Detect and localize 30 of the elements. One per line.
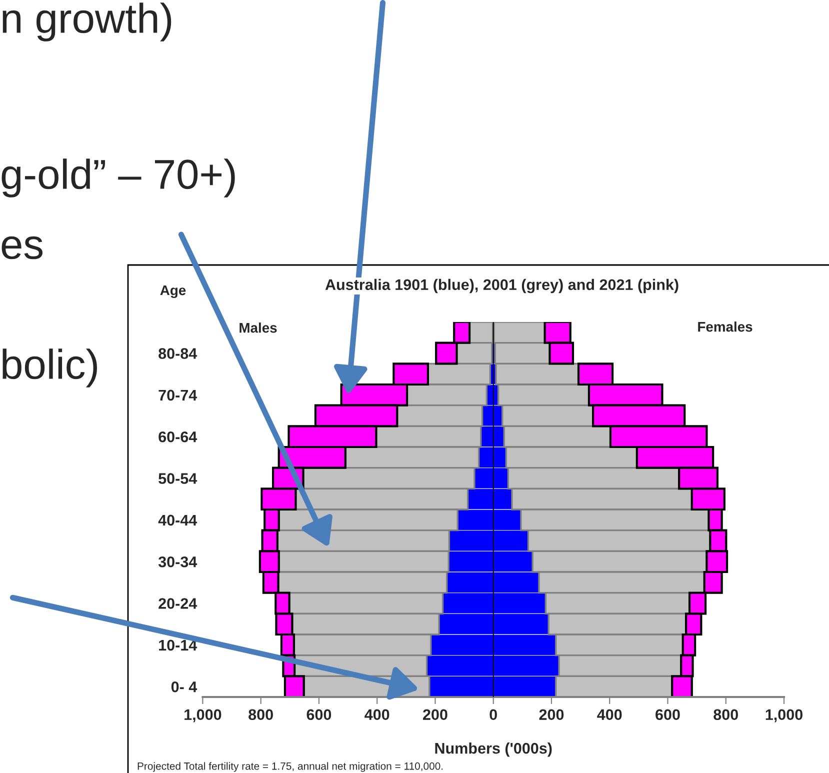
x-tick-label: 400 — [364, 709, 390, 720]
text: bolic) — [2, 348, 97, 388]
x-tick-label: 600 — [656, 709, 680, 720]
x-tick-label: 1,000 — [766, 709, 802, 722]
chart-title: Australia 1901 (blue), 2001 (grey) and 2021 (pink) — [325, 278, 678, 294]
y-tick-label: 80-84 — [158, 348, 198, 359]
y-tick-label: 40-44 — [158, 514, 198, 526]
y-axis-title: Age — [160, 286, 186, 298]
y-tick-label: 30-34 — [158, 556, 198, 568]
x-tick-label: 800 — [714, 709, 738, 720]
x-axis-title: Numbers ('000s) — [435, 742, 552, 757]
text: Projected Total fertility rate = 1.75, annual net migration = 110,000. — [138, 762, 443, 772]
x-tick-label: 0 — [490, 709, 497, 720]
y-tick-label: 0- 4 — [171, 681, 198, 692]
text: es — [2, 236, 42, 260]
x-tick-label: 200 — [423, 709, 448, 720]
x-tick-label: 400 — [597, 709, 622, 720]
annotation: Males — [240, 322, 277, 333]
y-tick-label: 70-74 — [158, 390, 198, 401]
text: n growth) — [2, 2, 172, 42]
y-tick-label: 20-24 — [158, 598, 198, 609]
x-tick-label: 1,000 — [184, 709, 222, 722]
y-tick-label: 50-54 — [158, 473, 198, 484]
text: g-old” – 70+) — [2, 158, 235, 198]
y-tick-label: 60-64 — [158, 431, 198, 442]
y-tick-label: 10-14 — [159, 640, 198, 651]
annotation: Females — [698, 322, 752, 332]
x-tick-label: 200 — [539, 709, 564, 720]
x-tick-label: 800 — [248, 709, 273, 720]
x-tick-label: 600 — [306, 709, 332, 720]
